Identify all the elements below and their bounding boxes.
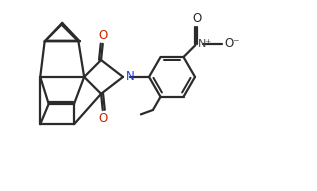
Text: N⁺: N⁺ [198,39,212,49]
Text: O: O [98,29,107,42]
Text: O: O [98,112,107,125]
Text: O⁻: O⁻ [224,37,240,50]
Text: O: O [192,12,202,25]
Text: N: N [126,70,134,83]
